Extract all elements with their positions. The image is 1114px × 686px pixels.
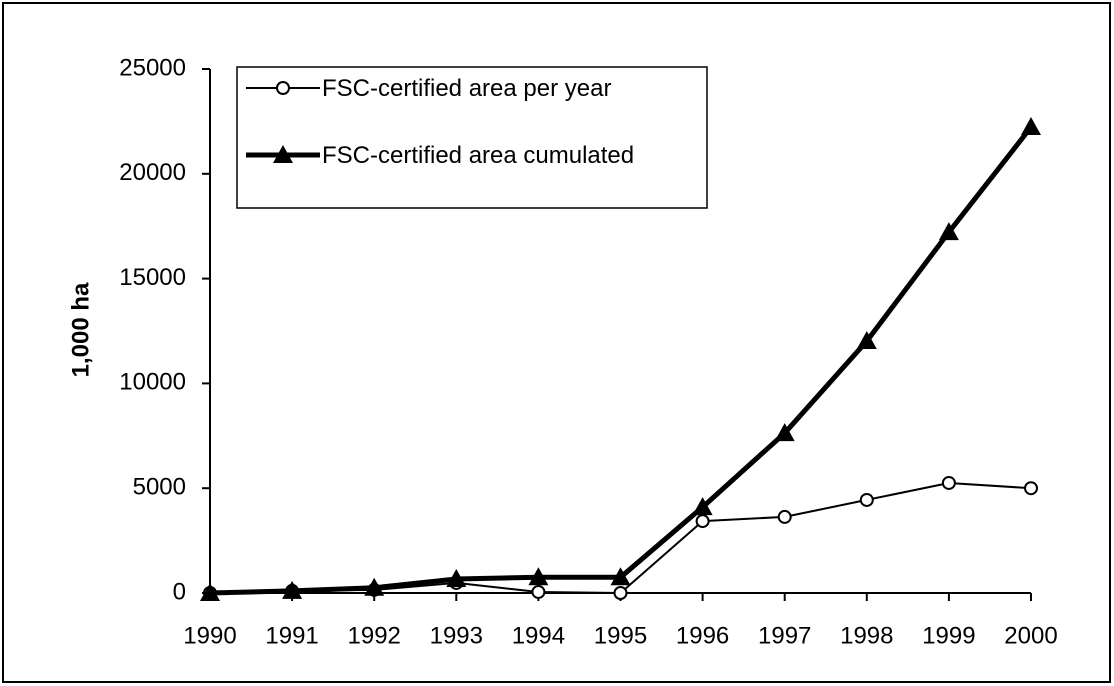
y-tick-label: 5000 bbox=[133, 474, 186, 501]
point bbox=[613, 586, 628, 600]
legend-marker bbox=[273, 145, 293, 163]
point bbox=[695, 514, 710, 529]
point bbox=[1021, 117, 1041, 136]
x-tick-label: 1996 bbox=[676, 622, 729, 649]
point bbox=[941, 475, 956, 490]
y-tick-label: 20000 bbox=[119, 159, 186, 186]
point bbox=[610, 567, 631, 586]
x-tick-label: 2000 bbox=[1004, 622, 1057, 649]
x-tick-label: 1999 bbox=[922, 622, 975, 649]
point bbox=[446, 568, 467, 587]
point bbox=[364, 577, 385, 596]
legend-label: FSC-certified area per year bbox=[322, 75, 612, 102]
point bbox=[856, 331, 877, 350]
point bbox=[777, 509, 792, 524]
point bbox=[282, 580, 303, 599]
legend-marker bbox=[276, 81, 290, 95]
point bbox=[774, 423, 795, 442]
x-tick-label: 1992 bbox=[348, 622, 401, 649]
point bbox=[1024, 481, 1038, 496]
y-tick-label: 15000 bbox=[119, 264, 186, 291]
x-tick-label: 1997 bbox=[758, 622, 811, 649]
x-tick-label: 1990 bbox=[183, 622, 236, 649]
y-tick-label: 0 bbox=[173, 578, 186, 605]
legend-box bbox=[236, 66, 708, 209]
point bbox=[531, 584, 546, 599]
point bbox=[859, 492, 874, 507]
y-tick-label: 25000 bbox=[119, 54, 186, 81]
y-axis-title: 1,000 ha bbox=[67, 282, 94, 377]
x-tick-label: 1995 bbox=[594, 622, 647, 649]
point bbox=[938, 222, 959, 241]
point bbox=[692, 497, 713, 516]
x-tick-label: 1991 bbox=[265, 622, 318, 649]
y-tick-label: 10000 bbox=[119, 369, 186, 396]
x-tick-label: 1998 bbox=[840, 622, 893, 649]
x-tick-label: 1993 bbox=[430, 622, 483, 649]
point bbox=[200, 583, 220, 601]
legend-label: FSC-certified area cumulated bbox=[322, 142, 635, 169]
x-tick-label: 1994 bbox=[512, 622, 565, 649]
point bbox=[528, 567, 549, 586]
